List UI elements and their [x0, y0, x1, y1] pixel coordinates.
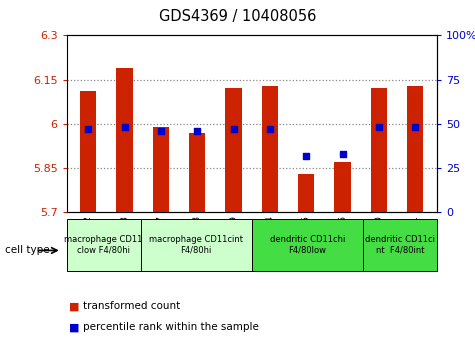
Text: dendritic CD11ci
nt  F4/80int: dendritic CD11ci nt F4/80int	[365, 235, 435, 255]
Point	[266, 126, 274, 132]
Point	[303, 153, 310, 159]
Text: ■: ■	[69, 301, 79, 311]
Bar	[153, 127, 169, 212]
Point	[339, 151, 346, 157]
Point	[85, 126, 92, 132]
Bar	[262, 86, 278, 212]
Bar	[370, 88, 387, 212]
Point	[193, 128, 201, 134]
Point	[411, 125, 419, 130]
Text: macrophage CD11
clow F4/80hi: macrophage CD11 clow F4/80hi	[65, 235, 143, 255]
Bar	[363, 219, 437, 271]
Bar	[116, 68, 133, 212]
Point	[157, 128, 165, 134]
Bar	[226, 88, 242, 212]
Text: transformed count: transformed count	[83, 301, 180, 311]
Text: ■: ■	[69, 322, 79, 332]
Bar	[298, 174, 314, 212]
Bar	[407, 86, 423, 212]
Point	[375, 125, 383, 130]
Bar	[189, 133, 206, 212]
Text: GDS4369 / 10408056: GDS4369 / 10408056	[159, 9, 316, 24]
Bar	[141, 219, 252, 271]
Bar	[66, 219, 141, 271]
Text: dendritic CD11chi
F4/80low: dendritic CD11chi F4/80low	[270, 235, 345, 255]
Bar	[252, 219, 363, 271]
Bar	[80, 91, 96, 212]
Text: percentile rank within the sample: percentile rank within the sample	[83, 322, 259, 332]
Point	[121, 125, 128, 130]
Text: cell type: cell type	[5, 245, 49, 255]
Text: macrophage CD11cint
F4/80hi: macrophage CD11cint F4/80hi	[149, 235, 243, 255]
Bar	[334, 162, 351, 212]
Point	[230, 126, 238, 132]
